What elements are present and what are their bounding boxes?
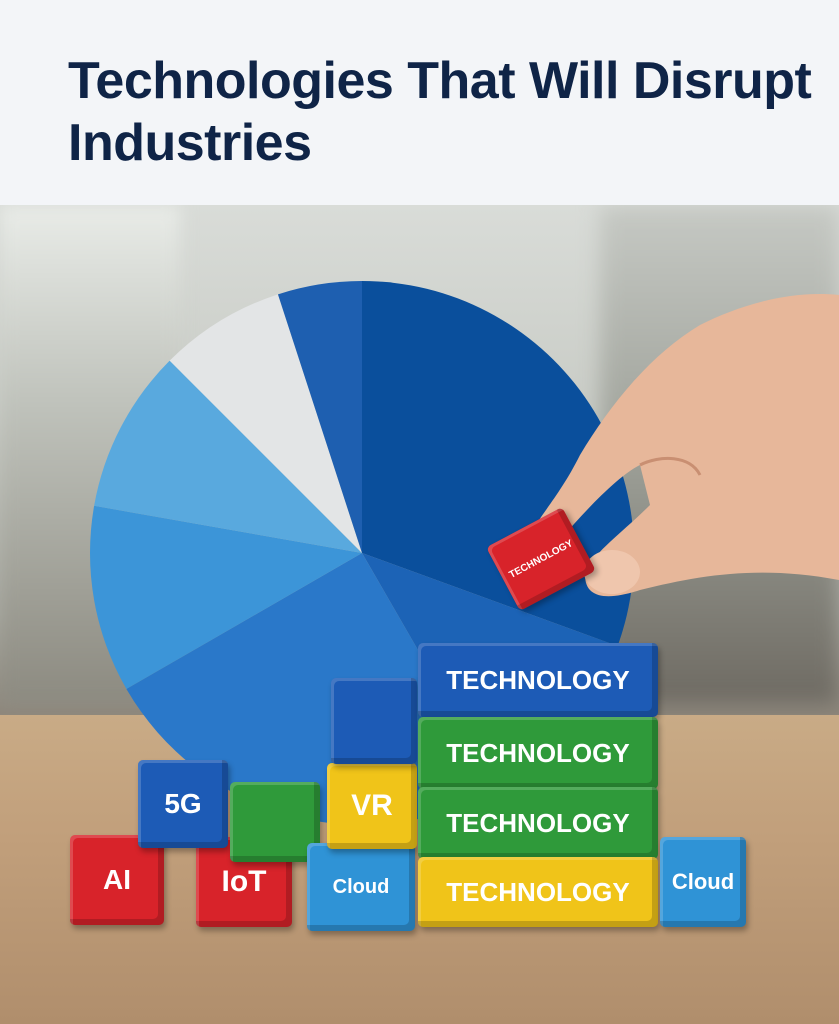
block-blank bbox=[230, 782, 320, 862]
block-ai: AI bbox=[70, 835, 164, 925]
pie-slice bbox=[89, 505, 362, 689]
pie-slice bbox=[94, 360, 362, 553]
block-5g: 5G bbox=[138, 760, 228, 848]
block-vr: VR bbox=[327, 763, 417, 849]
hero-photo: AI IoT 5G Cloud VR TECHNOLOGY TECHNOLOGY TECHNO… bbox=[0, 205, 839, 1024]
hand-image bbox=[529, 294, 839, 597]
block-technology: TECHNOLOGY bbox=[418, 787, 658, 859]
pie-slice bbox=[169, 294, 362, 553]
pie-slice bbox=[277, 281, 362, 553]
block-technology: TECHNOLOGY bbox=[418, 643, 658, 717]
page-title: Technologies That Will Disrupt Industrie… bbox=[68, 52, 812, 172]
block-cloud: Cloud bbox=[307, 843, 415, 931]
block-technology: TECHNOLOGY bbox=[418, 857, 658, 927]
header: Technologies That Will Disrupt Industrie… bbox=[0, 0, 839, 205]
block-technology: TECHNOLOGY bbox=[418, 717, 658, 789]
block-blank bbox=[331, 678, 417, 764]
block-cloud: Cloud bbox=[660, 837, 746, 927]
